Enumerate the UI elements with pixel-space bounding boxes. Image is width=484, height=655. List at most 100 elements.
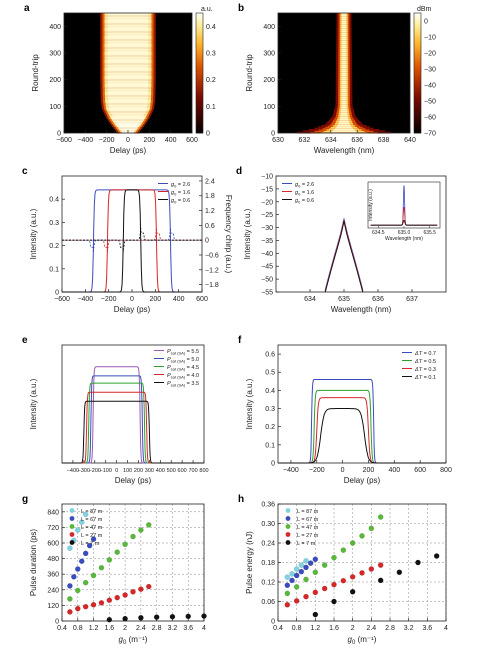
heatmap-cell [115, 118, 141, 121]
y2-axis-label: Frequency chirp (a.u.) [224, 195, 233, 274]
colorbar-cell [196, 33, 203, 36]
heatmap-cell [341, 93, 347, 95]
x-tick-label: −600 [56, 137, 72, 144]
colorbar-tick-label: −30 [424, 67, 436, 74]
heatmap-cell [107, 49, 149, 52]
colorbar-cell [414, 37, 421, 40]
legend-item: L = 7 m [297, 541, 316, 547]
heatmap-cell [107, 33, 149, 36]
y-tick-label: 240 [47, 587, 59, 594]
axes-frame [277, 503, 447, 622]
x-tick-label: 1.2 [89, 625, 99, 632]
legend-value: = 5.0 [185, 357, 199, 363]
colorbar-cell [414, 51, 421, 54]
heatmap-cell [341, 95, 347, 98]
heatmap-cell [107, 86, 149, 89]
scatter-point [293, 566, 300, 572]
y2-tick-label: 1.2 [205, 208, 215, 215]
axes-frame [63, 12, 193, 134]
heatmap-cell [341, 73, 347, 75]
colorbar-cell [414, 45, 421, 48]
heatmap-cell [341, 66, 347, 69]
scatter-point [433, 553, 440, 559]
scatter-point [312, 589, 319, 596]
y-tick-label: 0.12 [261, 580, 275, 587]
colorbar-unit: a.u. [201, 6, 213, 13]
colorbar-cell [196, 29, 203, 32]
x-tick-label: 3.6 [422, 625, 432, 632]
colorbar-cell [414, 113, 421, 116]
scatter-point [284, 574, 291, 580]
legend-item: L = 47 m [297, 525, 319, 531]
x-tick-label: 2 [123, 625, 127, 632]
colorbar-cell [414, 47, 421, 50]
colorbar-cell [196, 91, 203, 94]
x-tick-label: 0 [130, 296, 134, 303]
x-tick-label: 632 [299, 137, 311, 144]
scatter-point [98, 600, 105, 606]
heatmap-cell [341, 102, 347, 105]
colorbar-cell [196, 35, 203, 38]
scatter-point [75, 605, 81, 612]
legend-item: Psat (SA) = 4.5 [167, 365, 199, 372]
scatter-point [293, 572, 300, 579]
colorbar-tick-label: 0.4 [206, 24, 216, 31]
heatmap-cell [341, 53, 347, 55]
intensity-line [62, 189, 202, 293]
colorbar-cell [196, 53, 203, 56]
x-tick-label: −400 [283, 467, 299, 474]
heatmap-cell [107, 43, 149, 46]
colorbar-cell [196, 23, 203, 26]
colorbar-cell [414, 87, 421, 90]
heatmap-cell [341, 35, 347, 38]
legend-value: = 2.6 [176, 182, 190, 188]
y2-tick-label: −0.6 [205, 252, 219, 259]
scatter-point [321, 562, 328, 568]
colorbar-cell [414, 91, 421, 94]
heatmap-cell [341, 21, 347, 23]
colorbar-cell [414, 123, 421, 126]
heatmap-cell [107, 85, 149, 88]
heatmap-cell [341, 18, 347, 21]
heatmap-cell [107, 72, 149, 75]
y-tick-label: 200 [49, 77, 61, 84]
heatmap-cell [112, 113, 144, 116]
colorbar-cell [414, 17, 421, 20]
legend-swatch [69, 532, 75, 537]
heatmap-cell [341, 65, 347, 67]
y-tick-label: 0.24 [261, 541, 275, 548]
y-tick-label: 100 [49, 104, 61, 111]
x-tick-label: −100 [99, 468, 111, 474]
heatmap-cell [341, 70, 347, 73]
heatmap-cell [341, 42, 347, 45]
colorbar-cell [414, 49, 421, 52]
heatmap-cell [341, 58, 347, 61]
x-tick-label: 600 [186, 137, 198, 144]
colorbar-tick-label: −50 [424, 99, 436, 106]
scatter-point [146, 583, 152, 590]
colorbar-cell [196, 107, 203, 110]
colorbar-cell [196, 39, 203, 42]
panel-label: b [238, 3, 244, 14]
colorbar-cell [196, 87, 203, 90]
heatmap-cell [341, 67, 347, 70]
colorbar-cell [414, 27, 421, 30]
y-tick-label: 0.36 [261, 502, 275, 509]
heatmap-cell [107, 67, 149, 70]
scatter-point [303, 593, 309, 600]
x-tick-label: 634 [325, 137, 337, 144]
heatmap-cell [107, 16, 149, 19]
panel-label: f [238, 335, 242, 346]
x-tick-label: 636 [351, 137, 363, 144]
scatter-point [359, 533, 365, 539]
y-axis-label: Intensity (a.u.) [29, 208, 38, 259]
axes-frame [277, 12, 411, 134]
heatmap-cell [341, 101, 347, 103]
y-tick-label: −25 [261, 212, 273, 219]
x-tick-label: 200 [149, 296, 161, 303]
heatmap-cell [107, 37, 149, 40]
x-tick-label: −300 [78, 468, 90, 474]
legend-swatch [69, 516, 75, 521]
heatmap-cell [107, 29, 149, 32]
x-tick-label: 700 [188, 468, 197, 474]
